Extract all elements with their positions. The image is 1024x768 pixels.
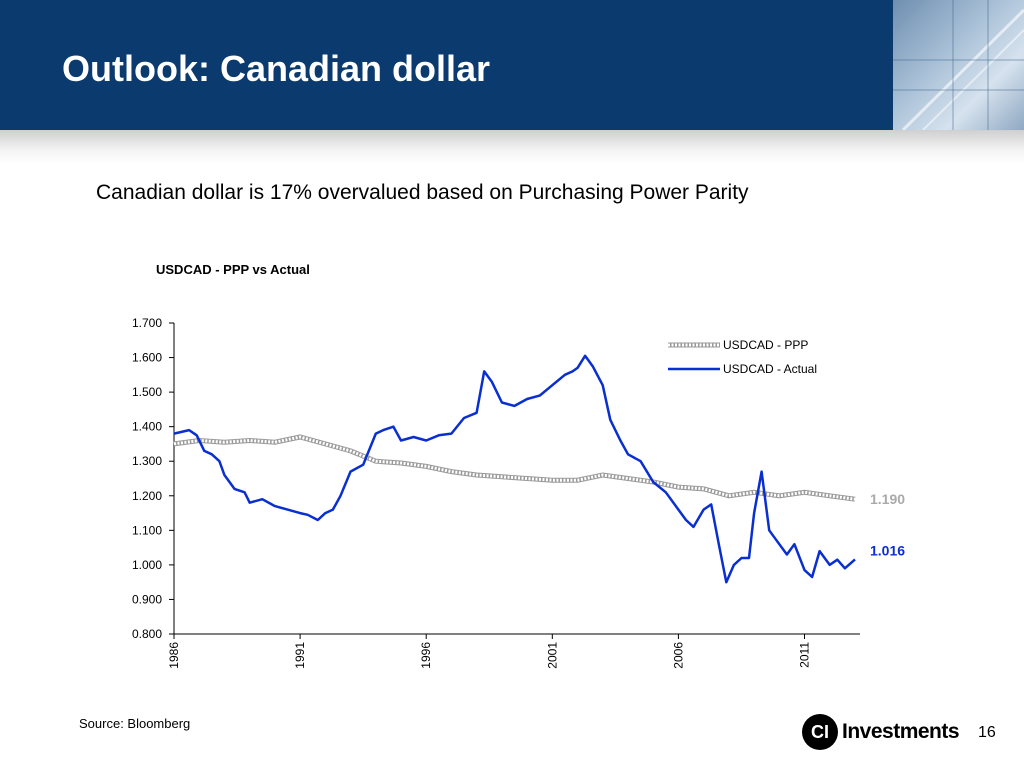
legend-label-actual: USDCAD - Actual: [723, 362, 817, 376]
header-bar: [0, 0, 1024, 130]
series-line-actual: [173, 354, 856, 584]
y-tick-label: 1.000: [132, 558, 162, 572]
series-line-ppp: [173, 435, 856, 501]
legend-label-ppp: USDCAD - PPP: [723, 338, 808, 352]
ci-logo-mark: CI: [802, 714, 838, 750]
y-tick-label: 0.900: [132, 592, 162, 606]
y-tick-label: 1.700: [132, 316, 162, 330]
y-tick-label: 0.800: [132, 627, 162, 641]
header-shadow-band: [0, 130, 1024, 164]
y-tick-label: 1.600: [132, 351, 162, 365]
page-number: 16: [978, 724, 996, 741]
header-photo: [893, 0, 1024, 130]
source-note: Source: Bloomberg: [79, 716, 191, 731]
y-tick-label: 1.500: [132, 385, 162, 399]
y-tick-label: 1.200: [132, 489, 162, 503]
building-photo-icon: [893, 0, 1024, 130]
x-tick-label: 2001: [545, 642, 559, 669]
y-tick-label: 1.400: [132, 420, 162, 434]
chart-title: USDCAD - PPP vs Actual: [156, 262, 310, 277]
end-label-actual: 1.016: [870, 542, 905, 558]
x-tick-label: 1996: [419, 642, 433, 669]
ci-logo-text: Investments: [842, 720, 960, 743]
x-tick-label: 1986: [167, 642, 181, 669]
end-label-ppp: 1.190: [870, 491, 905, 507]
y-tick-label: 1.100: [132, 523, 162, 537]
page-title: Outlook: Canadian dollar: [62, 48, 491, 89]
line-chart: 0.800 0.900 1.000 1.100 1.200 1.300 1.400 1.500…: [132, 316, 905, 669]
x-tick-label: 1991: [293, 642, 307, 669]
slide-subtitle: Canadian dollar is 17% overvalued based …: [96, 181, 749, 204]
y-tick-label: 1.300: [132, 454, 162, 468]
x-tick-label: 2011: [798, 642, 812, 668]
series-line-ppp-outline: [173, 434, 856, 502]
x-tick-label: 2006: [671, 642, 685, 669]
